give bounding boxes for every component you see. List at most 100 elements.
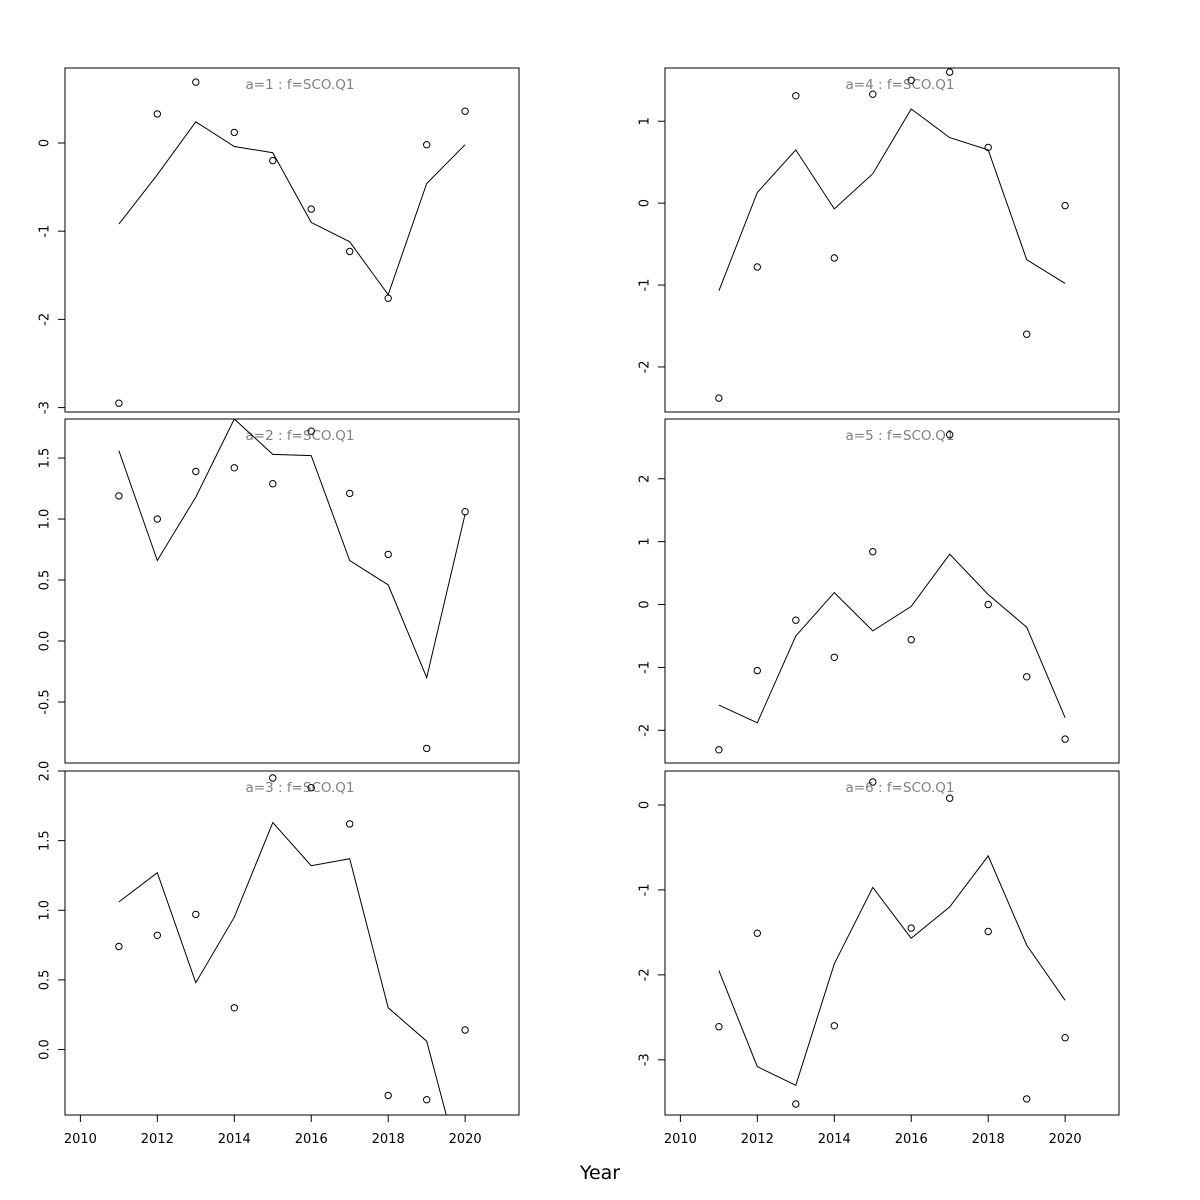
observation-point [753, 929, 761, 937]
y-tick-label: -2 [638, 724, 653, 737]
observation-point [153, 110, 162, 118]
panel-frame [664, 67, 1120, 413]
x-tick-label: 2012 [741, 1132, 774, 1147]
observation-point [830, 1022, 838, 1030]
panel-title: a=6 : f=SCO.Q1 [846, 780, 955, 796]
observation-point [984, 143, 992, 152]
observation-point [1061, 201, 1069, 210]
observation-point [384, 1091, 392, 1100]
y-tick-label: 1.5 [38, 830, 53, 851]
panel-title: a=4 : f=SCO.Q1 [846, 77, 955, 93]
observation-point [346, 820, 354, 828]
observation-point [792, 616, 800, 624]
y-tick-label: 0 [638, 199, 653, 207]
observation-point [269, 156, 277, 165]
observation-point [230, 128, 239, 137]
y-tick-label: -2 [638, 360, 653, 373]
y-tick-label: 0 [38, 139, 53, 147]
panel-frame [664, 770, 1120, 1116]
y-tick-label: 0 [638, 600, 653, 608]
panel-frame [664, 418, 1120, 764]
fitted-line [718, 108, 1066, 291]
panel-3: -0.5 0.0 0.5 1.0 1.5 a=2 : f=SCO.Q1 [38, 418, 520, 764]
observation-point [907, 76, 915, 85]
y-tick-label: 1 [638, 117, 653, 125]
y-tick-label: 0.0 [38, 1039, 53, 1060]
observation-point [307, 784, 315, 792]
fitted-line [118, 121, 466, 296]
x-tick-label: 2018 [972, 1132, 1005, 1147]
observation-point [1061, 735, 1069, 743]
observation-point [307, 205, 315, 213]
observation-point [346, 247, 354, 256]
x-tick-label: 2010 [64, 1132, 97, 1147]
y-tick-label: 2 [638, 475, 653, 483]
observation-point [461, 508, 469, 516]
observation-point [269, 774, 277, 782]
fitted-line [718, 553, 1066, 724]
y-tick-label: -1 [38, 225, 53, 238]
observation-point [984, 600, 992, 609]
y-tick-label: -3 [638, 1053, 653, 1066]
y-tick-label: 0.5 [38, 970, 53, 991]
observation-point [423, 141, 431, 149]
panel-5: 0.0 0.5 1.0 1.5 2.0 2010 2012 2014 2016 2018 2020 a… [38, 761, 520, 1147]
observation-point [907, 924, 915, 932]
y-tick-label: -1 [638, 883, 653, 896]
observation-point [192, 467, 200, 476]
x-tick-label: 2014 [818, 1132, 851, 1147]
observation-point [830, 653, 838, 661]
x-tick-label: 2010 [664, 1132, 697, 1147]
observation-point [830, 254, 838, 262]
x-tick-label: 2020 [1049, 1132, 1082, 1147]
y-tick-label: -2 [38, 313, 53, 326]
observation-point [230, 464, 239, 472]
panel-1: -3 -2 -1 0 a=1 : f=SCO.Q1 [38, 67, 520, 414]
y-tick-label: -1 [638, 279, 653, 292]
fitted-line [118, 821, 447, 1115]
observation-point [346, 489, 354, 498]
observation-point [115, 492, 123, 500]
observation-point [869, 778, 877, 786]
panel-4: -2 -1 0 1 2 a=5 : f=SCO.Q1 [638, 418, 1120, 764]
x-tick-label: 2018 [372, 1132, 405, 1147]
panel-6: -3 -2 -1 0 2010 2012 2014 2016 2018 2020 a=6 : f=S… [638, 770, 1120, 1147]
observation-point [269, 480, 277, 488]
x-tick-label: 2014 [218, 1132, 251, 1147]
observation-point [192, 910, 200, 919]
panel-title: a=3 : f=SCO.Q1 [246, 780, 355, 796]
observation-point [715, 746, 723, 754]
observation-point [384, 294, 392, 302]
y-tick-label: 2.0 [38, 761, 53, 782]
y-tick-label: -1 [638, 661, 653, 674]
panel-frame [64, 418, 520, 764]
fitted-line [118, 419, 466, 680]
observation-point [792, 92, 800, 100]
observation-point [946, 794, 954, 802]
observation-point [946, 431, 954, 439]
y-tick-label: 1.0 [38, 900, 53, 921]
panels: -3 -2 -1 0 a=1 : f=SCO.Q1 -2 -1 0 1 a=4 : f=SCO.Q… [38, 67, 1120, 1147]
y-tick-label: 0.0 [38, 631, 53, 652]
observation-point [461, 1026, 469, 1034]
y-tick-label: 1.5 [38, 448, 53, 469]
y-tick-label: 1.0 [38, 509, 53, 530]
x-tick-label: 2020 [449, 1132, 482, 1147]
observation-point [461, 107, 469, 115]
y-tick-label: 0 [638, 801, 653, 809]
observation-point [1022, 1095, 1031, 1103]
observation-point [753, 666, 761, 675]
observation-point [1022, 330, 1031, 338]
y-tick-label: -3 [38, 401, 53, 414]
fitted-line [718, 854, 1066, 1087]
observation-point [946, 68, 954, 76]
panel-frame [64, 770, 520, 1116]
observation-point [792, 1100, 800, 1108]
y-tick-label: 0.5 [38, 570, 53, 591]
x-tick-label: 2016 [895, 1132, 928, 1147]
observation-point [423, 1096, 431, 1104]
observation-point [984, 927, 992, 936]
observation-point [869, 90, 877, 98]
observation-point [907, 636, 915, 644]
